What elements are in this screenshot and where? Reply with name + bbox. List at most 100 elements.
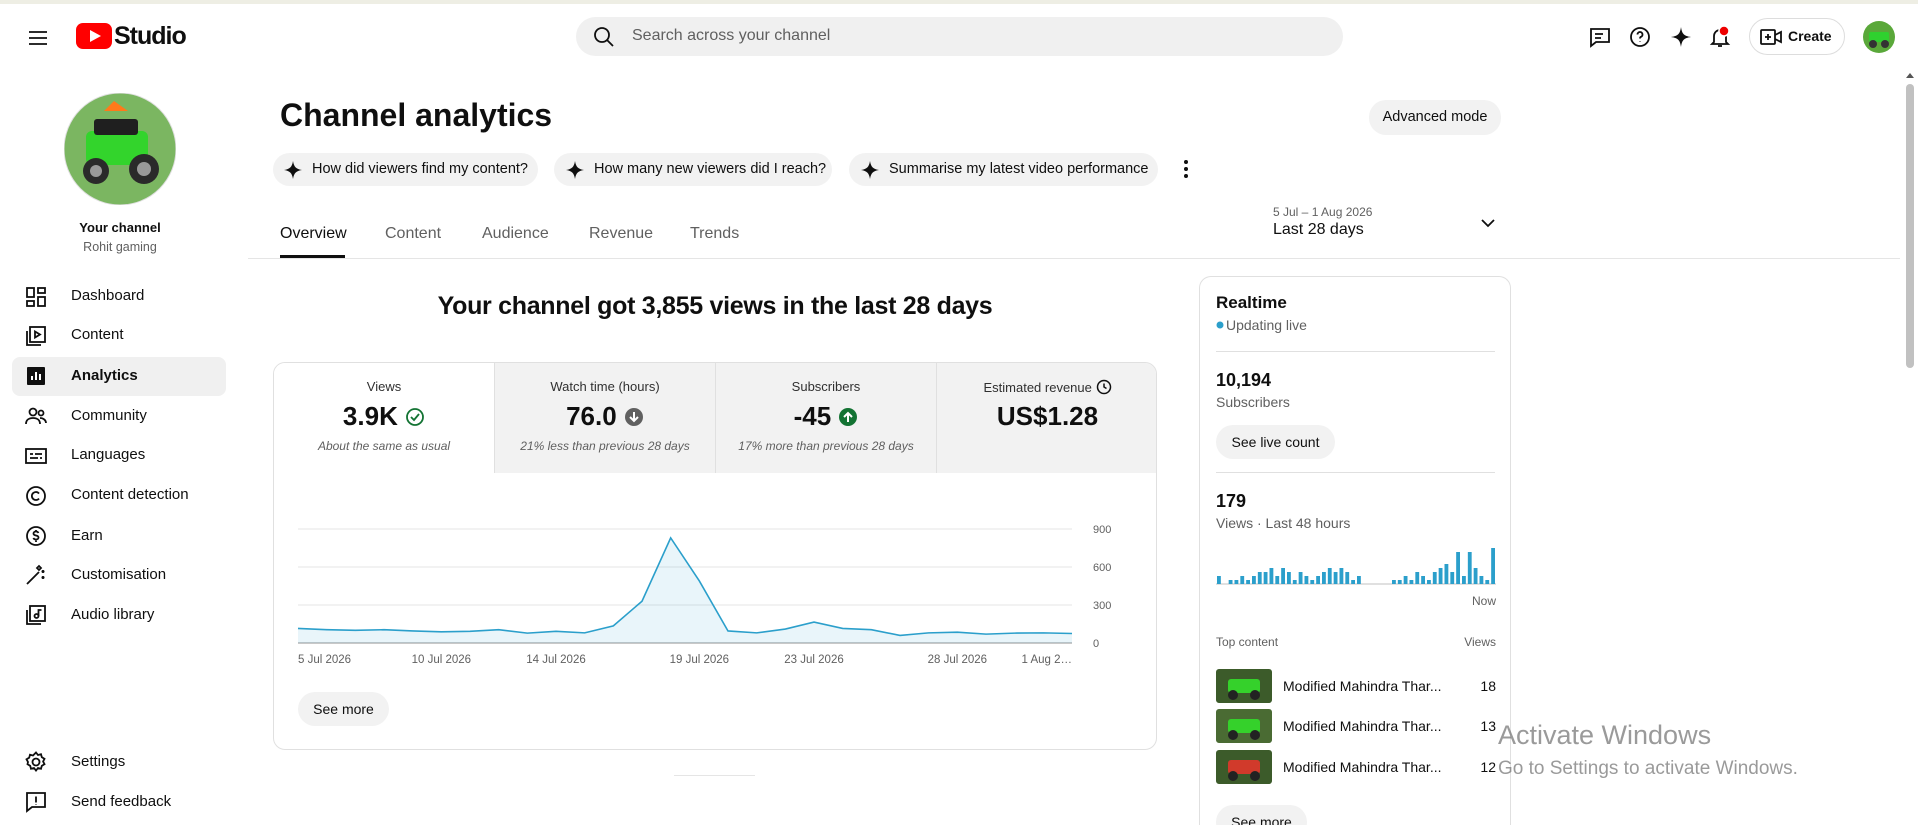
feedback-link-icon[interactable] [24, 790, 48, 814]
video-views: 12 [1480, 759, 1496, 775]
metrics-card: Views 3.9K About the same as usual Watch… [273, 362, 1157, 750]
nav-item[interactable]: Dashboard [71, 287, 145, 304]
metric-tile[interactable]: Views 3.9K About the same as usual [274, 363, 495, 473]
video-thumbnail[interactable] [1216, 669, 1272, 703]
advanced-mode-button[interactable]: Advanced mode [1369, 100, 1501, 135]
video-title[interactable]: Modified Mahindra Thar... [1283, 678, 1442, 694]
menu-icon[interactable] [26, 26, 50, 50]
search-placeholder[interactable]: Search across your channel [632, 27, 831, 44]
metric-value: 3.9K [274, 400, 494, 432]
feedback-link[interactable]: Send feedback [71, 793, 172, 810]
now-label: Now [1471, 594, 1496, 608]
see-more-button[interactable]: See more [298, 692, 389, 726]
date-range-label[interactable]: Last 28 days [1273, 221, 1364, 238]
metric-tile[interactable]: Watch time (hours) 76.0 21% less than pr… [495, 363, 716, 473]
tab[interactable]: Content [385, 225, 442, 242]
nav-item[interactable]: Content detection [71, 486, 189, 503]
sparkle-icon [861, 161, 879, 179]
content-detection-icon[interactable] [24, 484, 48, 508]
watermark-title: Activate Windows [1498, 720, 1712, 750]
nav-item[interactable]: Earn [71, 527, 103, 544]
bar [1415, 572, 1420, 584]
customisation-icon[interactable] [24, 563, 48, 587]
settings-link[interactable]: Settings [71, 753, 126, 770]
prompt-chip[interactable] [554, 153, 832, 186]
logo-mark[interactable] [76, 23, 112, 49]
bar [1357, 576, 1361, 584]
nav-item[interactable]: Audio library [71, 606, 155, 623]
realtime-status: Updating live [1226, 317, 1307, 333]
metric-tile[interactable]: Subscribers -45 17% more than previous 2… [716, 363, 937, 473]
date-range-chevron[interactable] [1477, 212, 1499, 234]
watermark-subtitle: Go to Settings to activate Windows. [1498, 758, 1798, 779]
bar [1491, 548, 1495, 584]
prompt-chip[interactable] [849, 153, 1158, 186]
help-icon[interactable] [1628, 25, 1652, 49]
audio-library-icon[interactable] [24, 603, 48, 627]
earn-icon[interactable] [24, 524, 48, 548]
settings-icon[interactable] [24, 750, 48, 774]
account-avatar[interactable] [1862, 20, 1896, 54]
search-box[interactable] [576, 17, 1343, 56]
page-title: Channel analytics [280, 97, 553, 133]
bar [1263, 572, 1268, 584]
prompt-text[interactable]: How did viewers find my content? [312, 161, 528, 177]
create-label: Create [1788, 28, 1832, 44]
content-icon[interactable] [24, 324, 48, 348]
bar [1269, 568, 1274, 584]
see-more-button[interactable]: See more [1216, 805, 1307, 825]
bar [1228, 580, 1233, 584]
bar [1252, 576, 1256, 584]
y-tick-label: 600 [1093, 562, 1111, 574]
metric-label-text: Estimated revenue [983, 380, 1092, 395]
tab[interactable]: Audience [482, 225, 549, 242]
bar [1450, 572, 1455, 584]
metric-value-text: 3.9K [342, 401, 398, 431]
create-button[interactable] [1749, 18, 1845, 55]
date-range-dates[interactable]: 5 Jul – 1 Aug 2026 [1273, 205, 1373, 219]
channel-avatar[interactable] [64, 93, 176, 205]
video-thumbnail[interactable] [1216, 750, 1272, 784]
more-icon[interactable] [1176, 157, 1196, 181]
logo-text[interactable]: Studio [114, 22, 187, 50]
clock-icon [1096, 379, 1111, 395]
metric-tile[interactable]: Estimated revenue US$1.28 [937, 363, 1156, 473]
search-icon[interactable] [592, 25, 616, 49]
tab[interactable]: Overview [280, 225, 347, 242]
sparkle-icon[interactable] [1669, 25, 1693, 49]
languages-icon[interactable] [24, 444, 48, 468]
video-thumbnail[interactable] [1216, 709, 1272, 743]
tab[interactable]: Revenue [589, 225, 654, 242]
sparkle-icon [566, 161, 584, 179]
nav-item[interactable]: Community [71, 407, 147, 424]
video-title[interactable]: Modified Mahindra Thar... [1283, 718, 1442, 734]
community-icon[interactable] [24, 404, 48, 428]
feedback-icon[interactable] [1588, 25, 1612, 49]
top-content-label: Top content [1216, 635, 1279, 649]
nav-item[interactable]: Analytics [71, 367, 138, 384]
prompt-chip[interactable] [273, 153, 538, 186]
tab[interactable]: Trends [690, 225, 740, 242]
channel-label[interactable]: Your channel [79, 220, 161, 235]
tab-underline [280, 255, 345, 258]
prompt-text[interactable]: How many new viewers did I reach? [594, 161, 827, 177]
x-tick-label: 10 Jul 2026 [412, 654, 471, 666]
subscriber-count: 10,194 [1216, 370, 1272, 390]
headline: Your channel got 3,855 views in the last… [437, 292, 993, 320]
line [297, 536, 1073, 637]
bar [1333, 572, 1338, 584]
scrollbar-thumb[interactable] [1906, 84, 1914, 368]
prompt-text[interactable]: Summarise my latest video performance [889, 161, 1149, 177]
dashboard-icon[interactable] [24, 285, 48, 309]
analytics-icon[interactable] [24, 364, 48, 388]
bar [1485, 580, 1490, 584]
bar [1456, 552, 1460, 584]
live-count-button[interactable]: See live count [1216, 425, 1335, 459]
nav-item[interactable]: Languages [71, 446, 146, 463]
video-title[interactable]: Modified Mahindra Thar... [1283, 759, 1442, 775]
scroll-arrow[interactable] [1904, 70, 1916, 80]
nav-item[interactable]: Customisation [71, 566, 167, 583]
nav-item[interactable]: Content [71, 326, 124, 343]
y-tick-label: 900 [1093, 524, 1111, 536]
